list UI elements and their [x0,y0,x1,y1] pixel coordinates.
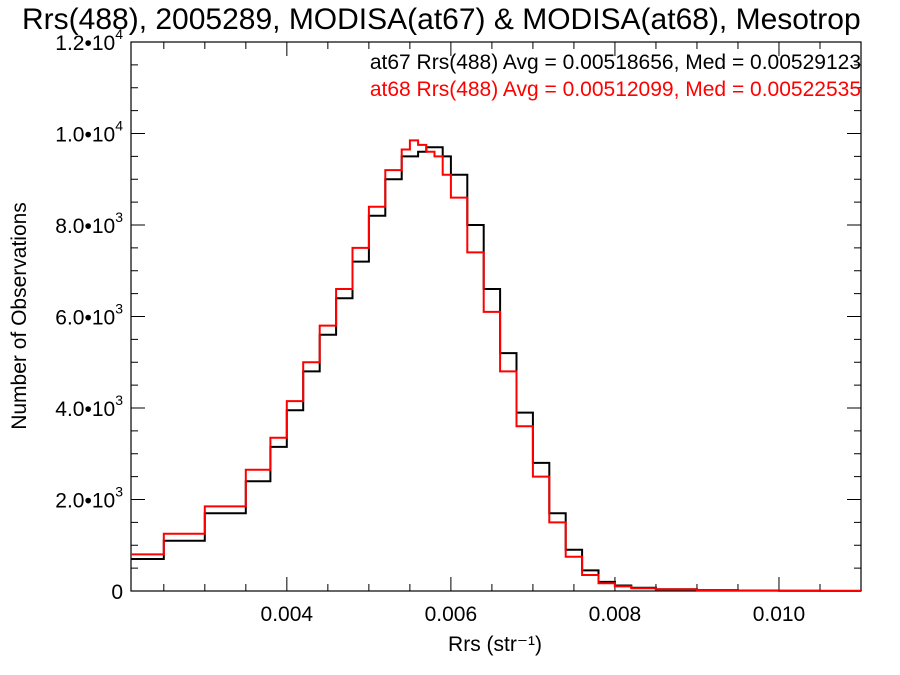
plot-frame [130,41,862,592]
series-annotation-at67: at67 Rrs(488) Avg = 0.00518656, Med = 0.… [370,51,861,74]
x-tick-label: 0.008 [589,603,642,626]
y-tick-label: 8.0•103 [55,209,123,238]
y-tick-label: 4.0•103 [55,392,123,421]
y-tick-label: 0 [111,581,123,604]
y-tick-label: 1.0•104 [55,118,123,147]
plot-area: 0 2.0•103 4.0•103 6.0•103 8.0•103 1.0•104 1.2•… [55,26,862,626]
series-line-at67 [131,146,861,592]
y-tick-label: 1.2•104 [55,26,123,55]
x-tick-label: 0.010 [753,603,806,626]
x-tick-label: 0.006 [425,603,478,626]
series-line-at68 [131,139,862,592]
y-tick-label: 6.0•103 [55,301,123,330]
chart-title: Rrs(488), 2005289, MODISA(at67) & MODISA… [22,3,861,36]
y-tick-label: 2.0•103 [55,484,123,513]
x-axis-label: Rrs (str⁻¹) [448,633,542,656]
y-axis-label: Number of Observations [8,202,31,430]
series-annotation-at68: at68 Rrs(488) Avg = 0.00512099, Med = 0.… [370,78,861,101]
x-tick-label: 0.004 [261,603,314,626]
